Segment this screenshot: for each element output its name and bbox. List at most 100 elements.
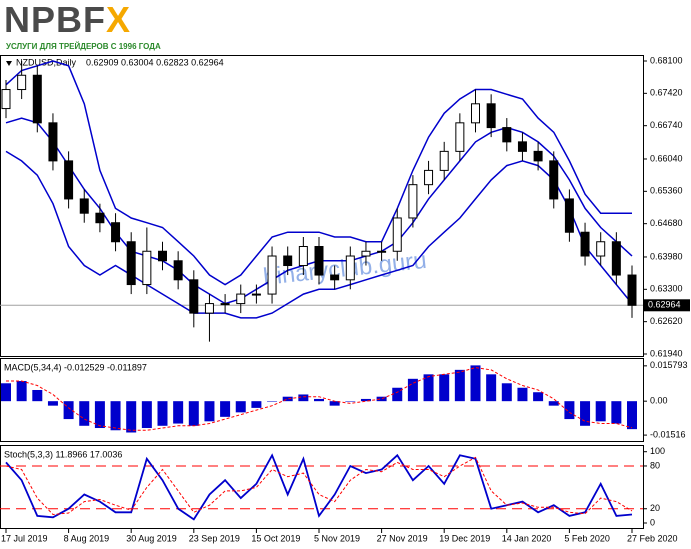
macd-bar [126, 401, 137, 433]
y-tick-label: 0.00 [650, 396, 668, 406]
y-tick-label: 0.62620 [650, 316, 683, 326]
candle-body [111, 222, 121, 243]
macd-bar [79, 401, 90, 426]
macd-bar [63, 401, 74, 420]
candle-body [611, 241, 621, 276]
y-tick-label: 100 [650, 446, 665, 456]
y-tick-label: 0.67420 [650, 88, 683, 98]
candle-body [204, 303, 214, 314]
macd-bar [360, 398, 371, 402]
candle-body [455, 122, 465, 152]
macd-bar [235, 401, 246, 413]
candle-body [298, 246, 308, 267]
y-tick-label: 0 [650, 517, 655, 527]
macd-bar [439, 374, 450, 402]
macd-bar [1, 383, 11, 402]
macd-bar [345, 401, 356, 402]
y-tick-label: 0.64680 [650, 218, 683, 228]
candle-body [32, 74, 42, 124]
macd-bar [32, 389, 43, 402]
x-tick-label: 30 Aug 2019 [126, 533, 177, 543]
macd-bar [314, 398, 324, 402]
last-price-box [644, 299, 690, 312]
logo-accent: X [106, 0, 131, 40]
macd-bar [376, 396, 387, 402]
x-tick-label: 14 Jan 2020 [502, 533, 552, 543]
candle-body [627, 274, 637, 306]
y-tick-label: 0.63980 [650, 251, 683, 261]
macd-signal [6, 367, 633, 431]
candle-body [189, 279, 199, 314]
logo-main: NPBF [4, 0, 106, 40]
candle-body [471, 103, 480, 124]
macd-bar [188, 401, 199, 426]
macd-bar [47, 401, 58, 406]
macd-bar [548, 401, 559, 406]
candle-body [564, 198, 574, 233]
macd-bar [157, 401, 168, 426]
macd-title: MACD(5,34,4) -0.012529 -0.011897 [4, 362, 147, 372]
candle-body [267, 255, 277, 295]
candle-body [142, 250, 152, 286]
logo-tagline: УСЛУГИ ДЛЯ ТРЕЙДЕРОВ С 1996 ГОДА [6, 42, 161, 51]
candle-body [79, 198, 89, 214]
macd-bar [94, 401, 105, 429]
macd-bar [501, 383, 512, 402]
macd-bar [204, 401, 215, 422]
macd-bar [595, 401, 606, 422]
candle-body [48, 122, 58, 162]
candle-body [361, 250, 371, 257]
candle-body [17, 74, 27, 91]
y-tick-label: 0.66040 [650, 153, 683, 163]
candle-body [330, 274, 340, 281]
candle-body [345, 255, 355, 281]
candle-body [439, 150, 449, 171]
y-tick-label: 0.63300 [650, 284, 683, 294]
macd-bar [564, 401, 575, 420]
y-tick-label: 0.66740 [650, 120, 683, 130]
macd-bar [220, 401, 231, 417]
y-tick-label: 0.015793 [650, 360, 688, 370]
macd-bar [533, 392, 544, 402]
candle-body [236, 293, 246, 305]
bollinger-band [5, 150, 633, 319]
candle-body [251, 293, 261, 296]
x-tick-label: 17 Jul 2019 [1, 533, 48, 543]
candle-body [126, 241, 136, 286]
macd-bar [454, 369, 465, 402]
x-tick-label: 8 Aug 2019 [64, 533, 110, 543]
x-tick-label: 19 Dec 2019 [439, 533, 490, 543]
candle-body [95, 212, 105, 224]
candle-body [408, 184, 418, 219]
y-tick-label: 80 [650, 460, 660, 470]
macd-bar [267, 401, 278, 402]
candle-body [533, 150, 543, 162]
macd-bar [423, 374, 434, 402]
stoch-title: Stoch(5,3,3) 11.8966 17.0036 [4, 449, 122, 459]
candle-body [392, 217, 402, 252]
candle-body [1, 89, 11, 110]
y-tick-label: 0.61940 [650, 348, 683, 358]
stoch-line [5, 453, 633, 521]
macd-bar [407, 378, 418, 402]
candle-body [502, 127, 512, 143]
macd-bar [282, 396, 293, 402]
macd-bar [392, 387, 403, 402]
macd-bar [298, 394, 309, 402]
stoch-line [5, 456, 633, 516]
macd-bar [141, 401, 152, 429]
y-tick-label: -0.01516 [650, 429, 686, 439]
x-tick-label: 23 Sep 2019 [189, 533, 240, 543]
macd-bar [110, 401, 121, 431]
macd-bar [16, 381, 27, 402]
candle-body [596, 241, 606, 257]
macd-bar [173, 401, 184, 424]
candle-body [377, 250, 387, 253]
macd-bar [611, 401, 622, 424]
candle-body [424, 169, 434, 186]
candle-body [580, 231, 590, 257]
x-tick-label: 27 Feb 2020 [627, 533, 678, 543]
